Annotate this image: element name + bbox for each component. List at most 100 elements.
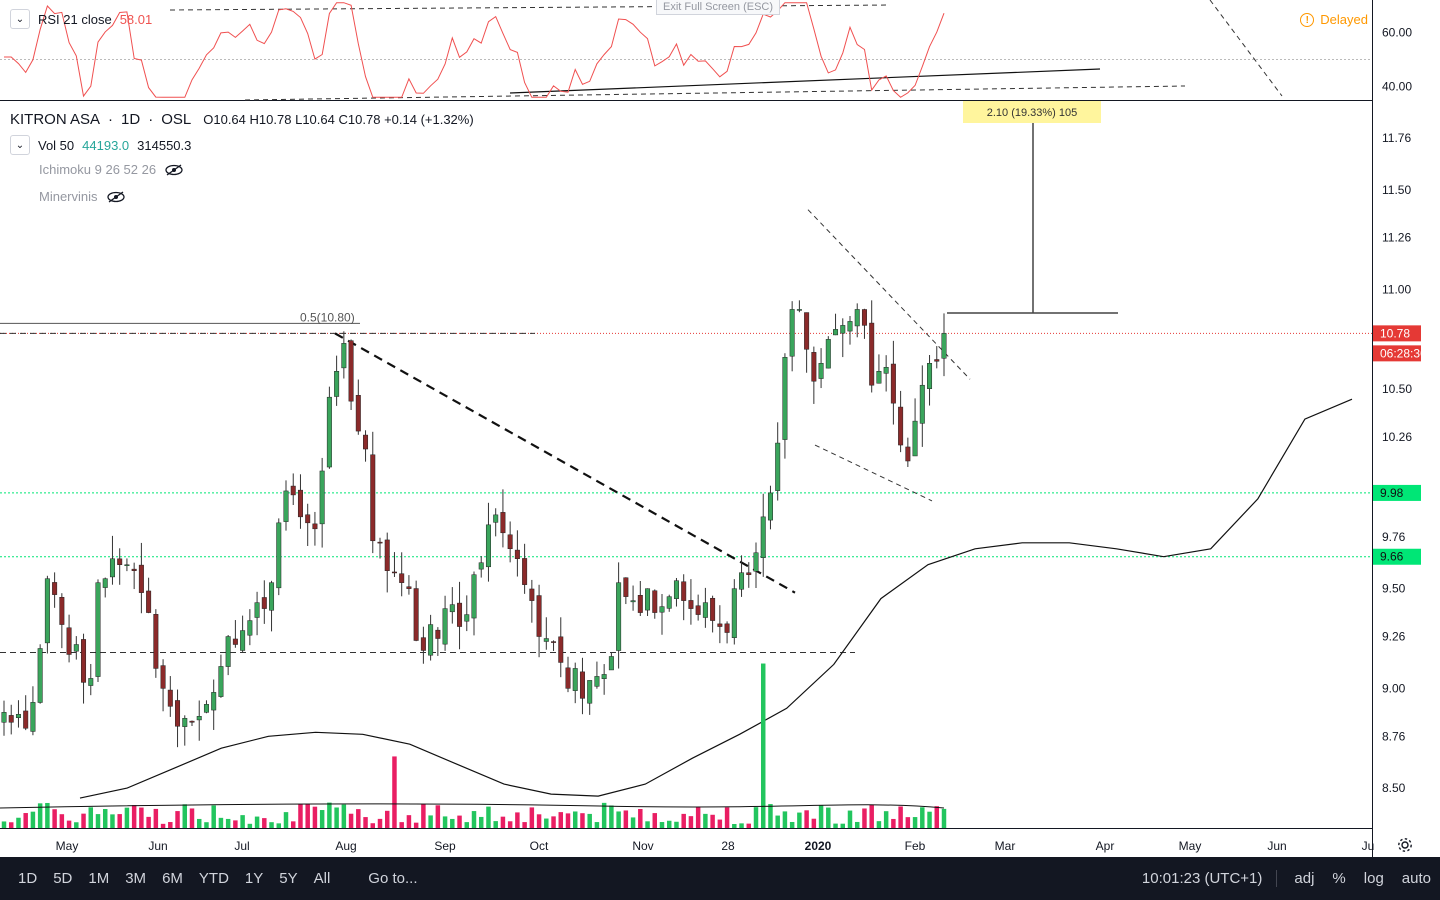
volume-bar [486, 806, 491, 828]
candle-body [746, 572, 752, 575]
volume-bar [529, 807, 535, 828]
volume-bar [211, 805, 216, 828]
candle-body [616, 582, 622, 651]
time-tick: Jun [148, 839, 167, 853]
chevron-down-icon[interactable]: ⌄ [10, 135, 30, 155]
candle-body [876, 371, 882, 384]
last-price-tag-bg [1373, 325, 1421, 342]
range-5d-button[interactable]: 5D [53, 870, 73, 887]
percent-toggle[interactable]: % [1332, 870, 1346, 887]
volume-bar [833, 823, 838, 828]
volume-bar [74, 822, 79, 828]
log-toggle[interactable]: log [1363, 870, 1384, 887]
range-6m-button[interactable]: 6M [162, 870, 183, 887]
candle-body [23, 710, 29, 729]
time-tick: Nov [632, 839, 653, 853]
volume-bar [457, 815, 462, 828]
volume-bar [102, 809, 108, 828]
volume-bar [399, 822, 404, 828]
candle-body [225, 636, 231, 667]
volume-bar [912, 817, 918, 828]
last-price-tag: 10.78 [1380, 326, 1410, 340]
candle-body [724, 623, 730, 633]
price-tick: 11.50 [1382, 183, 1411, 197]
close-label: C [338, 112, 348, 127]
range-1y-button[interactable]: 1Y [244, 870, 264, 887]
volume-bar [428, 815, 433, 828]
range-3m-button[interactable]: 3M [125, 870, 147, 887]
volume-bar [384, 810, 390, 828]
volume-bar [732, 823, 737, 828]
minervinis-legend: Minervinis [39, 189, 126, 204]
volume-bar [500, 816, 506, 828]
delayed-badge: ! Delayed [1300, 12, 1368, 27]
rsi-diagonal-line [1209, 0, 1283, 97]
candle-body [334, 371, 340, 397]
volume-bar [298, 804, 303, 828]
range-1d-button[interactable]: 1D [18, 870, 38, 887]
delayed-label: Delayed [1320, 12, 1368, 27]
symbol-name[interactable]: KITRON ASA [10, 111, 101, 128]
candle-body [254, 602, 260, 618]
volume-bar [659, 822, 665, 828]
clock-display[interactable]: 10:01:23 (UTC+1) [1142, 870, 1278, 887]
candle-body [471, 574, 477, 619]
goto-button[interactable]: Go to... [368, 870, 418, 887]
candle-body [796, 309, 802, 311]
price-chart[interactable]: 0.5(10.80)2.10 (19.33%) 105 11.7611.5011… [0, 0, 1440, 857]
candle-body [59, 597, 65, 625]
volume-bar [327, 802, 332, 828]
candle-body [767, 492, 773, 521]
adj-toggle[interactable]: adj [1294, 870, 1315, 887]
volume-value-1: 44193.0 [82, 137, 130, 153]
alert-icon: ! [1300, 12, 1315, 27]
auto-toggle[interactable]: auto [1401, 870, 1431, 887]
volume-bar [37, 803, 43, 828]
volume-bar [312, 806, 318, 828]
support-tag-1: 9.98 [1380, 486, 1404, 500]
volume-bar [536, 814, 542, 828]
candle-body [175, 700, 181, 727]
candle-body [587, 680, 593, 704]
volume-bar [630, 817, 636, 828]
hidden-eye-icon[interactable] [164, 163, 184, 176]
volume-bar [406, 815, 412, 828]
candle-body [572, 668, 578, 691]
chevron-down-icon[interactable]: ⌄ [10, 9, 30, 29]
range-5y-button[interactable]: 5Y [279, 870, 298, 887]
volume-bar [883, 811, 889, 828]
measure-box [963, 101, 1101, 123]
candle-body [8, 715, 14, 723]
range-all-button[interactable]: All [313, 870, 331, 887]
candle-body [579, 671, 585, 699]
candle-body [102, 578, 108, 588]
rsi-pane [0, 0, 1372, 101]
candle-body [30, 702, 36, 732]
candle-body [88, 678, 94, 686]
flag-upper-line [807, 209, 971, 380]
volume-bar [218, 817, 224, 828]
volume-bar [515, 812, 520, 828]
volume-bar [442, 816, 448, 828]
volume-bar [146, 816, 151, 828]
candle-body [825, 339, 831, 369]
hidden-eye-icon[interactable] [106, 190, 126, 203]
time-tick: 28 [721, 839, 735, 853]
candle-body [536, 595, 542, 637]
candle-body [240, 630, 246, 651]
candle-body [688, 600, 694, 609]
volume-bar [905, 817, 911, 828]
range-ytd-button[interactable]: YTD [198, 870, 229, 887]
candle-body [478, 562, 484, 570]
candle-body [840, 325, 846, 334]
candle-body [608, 656, 614, 671]
volume-bar [688, 816, 694, 828]
exit-fullscreen-button[interactable]: Exit Full Screen (ESC) [656, 0, 781, 15]
candle-body [804, 312, 810, 350]
range-1m-button[interactable]: 1M [88, 870, 110, 887]
gear-icon[interactable] [1396, 836, 1414, 854]
candle-body [861, 309, 867, 326]
volume-bar [319, 810, 325, 828]
volume-bar [16, 817, 21, 828]
candle-body [153, 614, 159, 669]
